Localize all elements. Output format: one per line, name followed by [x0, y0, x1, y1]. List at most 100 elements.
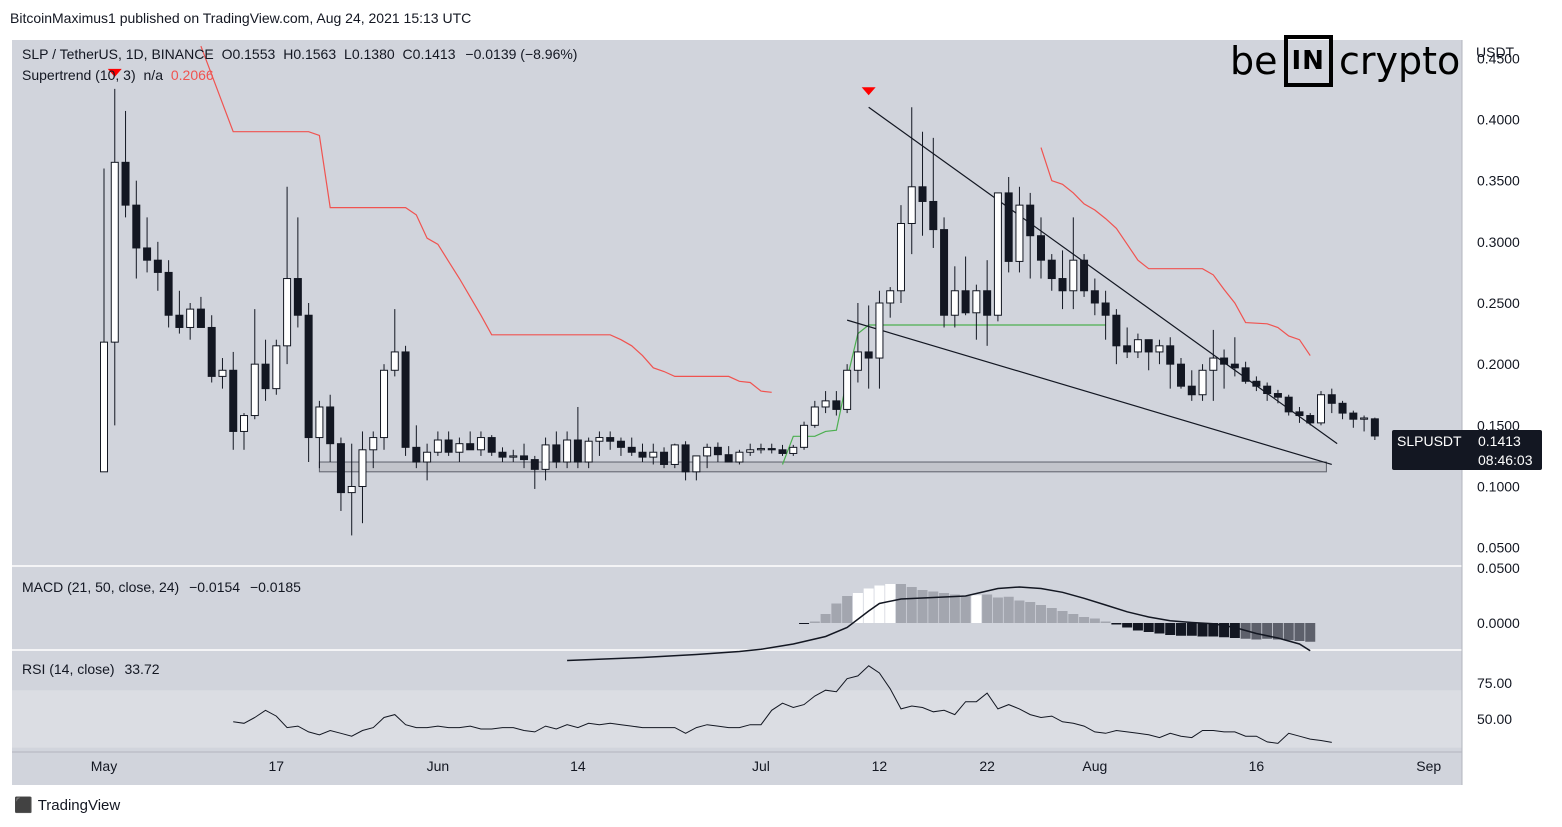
candle — [326, 394, 335, 463]
supertrend-label: Supertrend (10, 3) — [22, 67, 136, 83]
legend-o-label: O — [222, 46, 233, 62]
candle — [767, 443, 776, 454]
candle-body — [455, 443, 464, 453]
candle — [627, 437, 636, 456]
macd-histogram-bar — [895, 584, 906, 623]
candle — [110, 88, 119, 426]
candle — [606, 431, 615, 450]
macd-histogram-bar — [928, 591, 939, 623]
candle-body — [1144, 339, 1153, 353]
macd-tick-label: 0.0500 — [1477, 560, 1520, 576]
candles — [100, 88, 1379, 536]
candle-body — [1273, 393, 1282, 398]
candle-body — [509, 455, 518, 458]
candle — [961, 256, 970, 316]
candle — [853, 303, 862, 383]
candle — [649, 443, 658, 465]
candle — [261, 339, 270, 401]
legend-supertrend: Supertrend (10, 3) n/a 0.2066 — [22, 67, 214, 83]
candle-body — [886, 290, 895, 304]
candle-body — [1187, 385, 1196, 396]
candle-body — [1349, 412, 1358, 420]
candle — [1349, 410, 1358, 428]
candle-body — [853, 351, 862, 371]
legend-change: −0.0139 (−8.96%) — [465, 46, 577, 62]
legend-h-label: H — [283, 46, 293, 62]
macd-histogram-bar — [1305, 623, 1316, 642]
candle — [272, 339, 281, 395]
candle-body — [681, 444, 690, 473]
candle — [207, 315, 216, 383]
candle — [552, 431, 561, 469]
macd-histogram-bar — [1262, 623, 1273, 639]
candle-body — [261, 363, 270, 390]
candle — [993, 192, 1002, 322]
candle — [703, 443, 712, 469]
macd-histogram-bar — [842, 596, 853, 623]
macd-histogram-bar — [906, 587, 917, 623]
candle — [1026, 192, 1035, 279]
macd-histogram-bar — [863, 588, 874, 623]
price-tag-value: 0.1413 — [1478, 433, 1521, 449]
candle-body — [1036, 235, 1045, 261]
macd-histogram-bar — [1219, 623, 1230, 638]
time-tick-label: Jun — [427, 758, 450, 774]
candle — [196, 296, 205, 328]
pane-separators — [12, 40, 1463, 785]
rsi-pane — [233, 665, 1332, 744]
candle-body — [1241, 367, 1250, 382]
candle — [218, 358, 227, 389]
candle — [692, 455, 701, 481]
legend-l-label: L — [344, 46, 352, 62]
candle-body — [326, 406, 335, 445]
candle — [1155, 339, 1164, 365]
macd-value-1: −0.0154 — [189, 579, 240, 595]
candle — [1370, 417, 1379, 441]
candle — [509, 449, 518, 463]
candle-body — [929, 200, 938, 231]
candle-body — [272, 345, 281, 390]
macd-histogram-bar — [799, 623, 810, 624]
candle — [283, 186, 292, 365]
candle-body — [1209, 357, 1218, 371]
price-tag-symbol: SLPUSDT — [1397, 433, 1462, 449]
candle — [1209, 329, 1218, 401]
candle-body — [1198, 369, 1207, 396]
macd-histogram-bar — [939, 593, 950, 623]
price-tick-label: 0.3000 — [1477, 234, 1520, 250]
candle — [444, 431, 453, 456]
candle-body — [487, 437, 496, 453]
candle-body — [638, 451, 647, 458]
candle-body — [293, 278, 302, 316]
candle — [380, 364, 389, 450]
supertrend-down-line — [200, 45, 772, 393]
candle-body — [196, 308, 205, 328]
candle-body — [595, 437, 604, 442]
candle-body — [153, 259, 162, 273]
candle — [1112, 309, 1121, 365]
candle — [660, 447, 669, 469]
candle-body — [800, 424, 809, 448]
candle — [864, 305, 873, 389]
macd-histogram-bar — [1025, 602, 1036, 623]
candle — [832, 391, 841, 416]
candle-body — [1112, 314, 1121, 347]
supertrend-na: n/a — [144, 67, 164, 83]
candle-body — [380, 369, 389, 439]
top-marker-icon — [861, 87, 876, 96]
candle-body — [606, 437, 615, 442]
candle — [1123, 327, 1132, 359]
legend-low: 0.1380 — [352, 46, 395, 62]
candle — [423, 443, 432, 481]
macd-histogram-bar — [1100, 621, 1111, 623]
candle — [1327, 388, 1336, 414]
macd-histogram-bar — [1089, 618, 1100, 623]
candle — [756, 443, 765, 454]
candle — [293, 217, 302, 328]
candle — [1230, 337, 1239, 377]
candle — [250, 309, 259, 420]
macd-histogram-bar — [1176, 623, 1186, 636]
candle — [1015, 186, 1024, 273]
candle-body — [756, 448, 765, 451]
